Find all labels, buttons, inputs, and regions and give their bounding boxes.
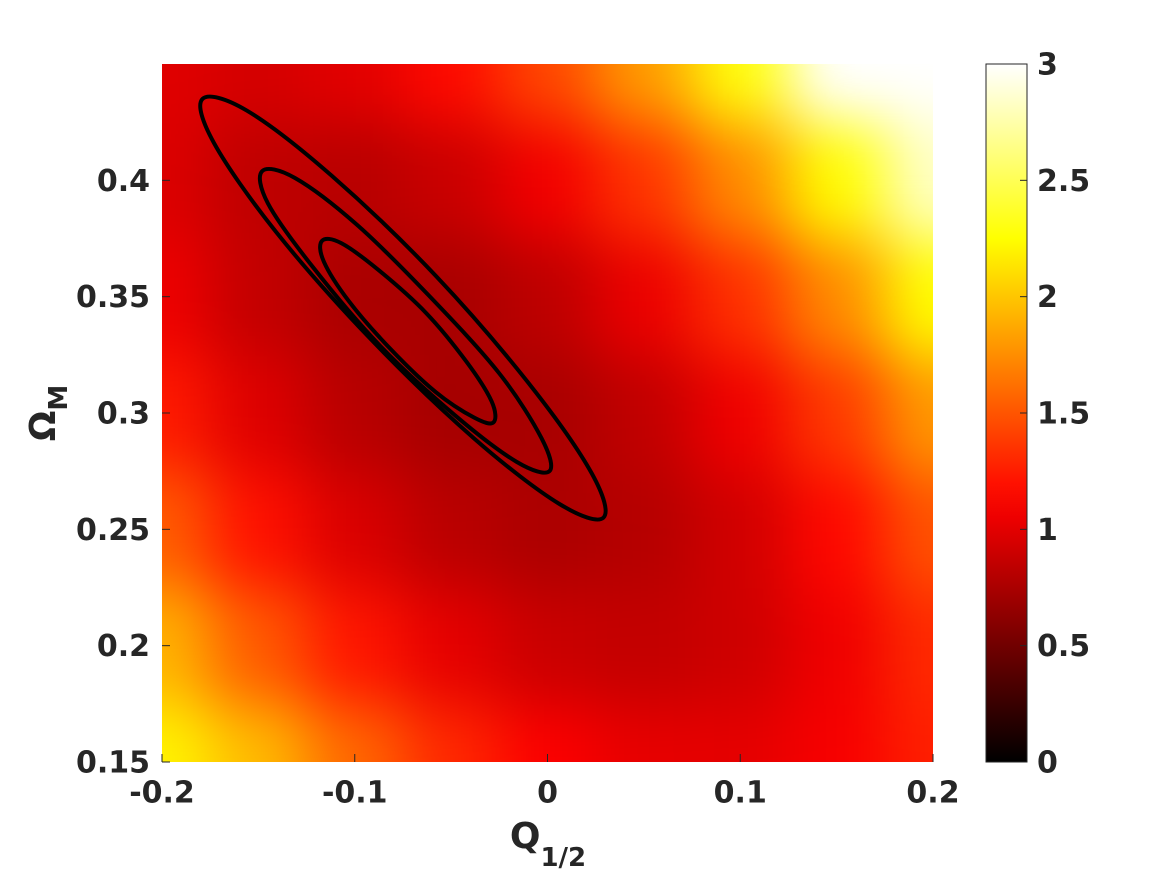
heat-cell: [595, 703, 694, 762]
heat-cell: [788, 354, 886, 473]
heat-cell: [402, 703, 501, 762]
colorbar-tick-label: 2.5: [1037, 164, 1090, 199]
heat-cell: [692, 122, 790, 240]
heat-cell: [595, 471, 694, 589]
heat-cell: [692, 354, 790, 473]
heat-cell: [210, 238, 308, 356]
heat-cell: [595, 64, 694, 124]
y-tick-label: 0.35: [76, 280, 150, 315]
y-axis-label: ΩM: [23, 385, 74, 441]
heat-cell: [884, 238, 933, 356]
heat-cell: [162, 64, 212, 124]
heat-cell: [162, 703, 212, 762]
heat-cell: [692, 703, 790, 762]
heat-cell: [692, 238, 790, 356]
heat-cell: [595, 354, 694, 473]
heat-cell: [884, 703, 933, 762]
heat-cell: [162, 354, 212, 473]
heat-cell: [210, 64, 308, 124]
contours: [198, 94, 608, 522]
x-label-sub: 1/2: [540, 843, 586, 873]
heat-cell: [402, 587, 501, 705]
heat-cell: [884, 587, 933, 705]
heat-cell: [788, 703, 886, 762]
heat-cell: [402, 122, 501, 240]
heat-cell: [210, 587, 308, 705]
heat-cell: [162, 471, 212, 589]
heat-cell: [595, 238, 694, 356]
y-tick-label: 0.25: [76, 513, 150, 548]
heat-cell: [402, 64, 501, 124]
axes: -0.2 -0.1 0 0.1 0.2 0.15 0.2 0.25 0.3 0.35 0.4 0 0.5…: [76, 48, 1090, 811]
heat-cell: [499, 122, 597, 240]
y-label-sub: M: [44, 385, 74, 411]
heat-cell: [692, 587, 790, 705]
y-tick-label: 0.4: [97, 164, 150, 199]
colorbar-tick-label: 0.5: [1037, 629, 1090, 664]
heat-cell: [499, 64, 597, 124]
y-tick-label: 0.2: [97, 629, 150, 664]
heat-cell: [499, 471, 597, 589]
heat-cell: [788, 471, 886, 589]
colorbar-tick-label: 0: [1037, 746, 1058, 781]
heat-cell: [306, 587, 404, 705]
x-label-main: Q: [510, 816, 541, 857]
colorbar-tick-label: 2: [1037, 280, 1058, 315]
heat-cell: [162, 587, 212, 705]
heat-cell: [595, 122, 694, 240]
heat-cell: [210, 471, 308, 589]
contour-line: [318, 236, 498, 426]
heat-cell: [162, 238, 212, 356]
heat-cell: [692, 64, 790, 124]
colorbar-tick-label: 1.5: [1037, 397, 1090, 432]
heat-cell: [788, 238, 886, 356]
contour-line: [198, 94, 608, 522]
y-label-main: Ω: [23, 411, 64, 442]
y-tick-label: 0.3: [97, 397, 150, 432]
heat-cell: [788, 587, 886, 705]
heat-cell: [499, 703, 597, 762]
heat-cell: [306, 122, 404, 240]
x-tick-label: -0.2: [129, 776, 195, 811]
x-tick-label: 0.2: [906, 776, 959, 811]
x-tick-label: 0.1: [714, 776, 767, 811]
heat-cell: [210, 354, 308, 473]
heat-cell: [306, 703, 404, 762]
x-tick-label: 0: [537, 776, 558, 811]
heat-cell: [402, 471, 501, 589]
heat-cell: [499, 238, 597, 356]
heat-cell: [306, 64, 404, 124]
heat-cell: [595, 587, 694, 705]
heat-cell: [788, 122, 886, 240]
heatmap-cells: [162, 64, 933, 762]
heatmap: [162, 64, 933, 762]
heat-cell: [210, 703, 308, 762]
colorbar-tick-label: 3: [1037, 48, 1058, 83]
heat-cell: [884, 122, 933, 240]
heat-cell: [499, 587, 597, 705]
heat-cell: [306, 354, 404, 473]
x-axis-label: Q1/2: [510, 816, 586, 873]
heat-cell: [884, 354, 933, 473]
heat-cell: [692, 471, 790, 589]
heat-cell: [162, 122, 212, 240]
heat-cell: [306, 471, 404, 589]
y-tick-label: 0.15: [76, 746, 150, 781]
heat-cell: [884, 471, 933, 589]
contour-line: [257, 167, 554, 475]
colorbar-tick-label: 1: [1037, 513, 1058, 548]
x-tick-label: -0.1: [322, 776, 388, 811]
